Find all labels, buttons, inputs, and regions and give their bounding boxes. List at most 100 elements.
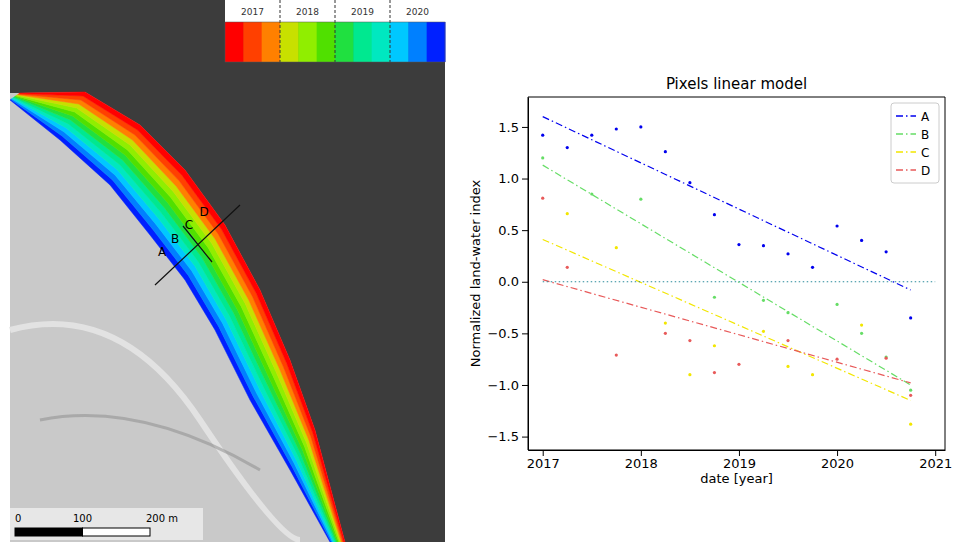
tick: 0.5 bbox=[498, 223, 528, 238]
colorbar-label: 2020 bbox=[406, 7, 429, 17]
tick-label: 2021 bbox=[919, 456, 952, 471]
colorbar-cell bbox=[225, 22, 244, 62]
data-point bbox=[566, 266, 569, 269]
profile-label: C bbox=[185, 218, 193, 232]
colorbar-cell bbox=[353, 22, 372, 62]
frame bbox=[945, 97, 946, 450]
legend-swatch bbox=[896, 115, 916, 117]
tick-mark bbox=[522, 385, 528, 386]
land bbox=[10, 0, 445, 542]
data-point bbox=[664, 332, 667, 335]
tick-mark bbox=[641, 450, 642, 456]
sea bbox=[10, 0, 445, 542]
colorbar-cell bbox=[390, 22, 409, 62]
profile-line bbox=[155, 205, 240, 285]
data-point bbox=[713, 344, 716, 347]
data-point bbox=[885, 357, 888, 360]
data-point bbox=[762, 244, 765, 247]
data-point bbox=[909, 423, 912, 426]
data-point bbox=[737, 363, 740, 366]
profile-label: D bbox=[199, 205, 208, 219]
tick-label: −1.5 bbox=[487, 429, 519, 444]
tick-mark bbox=[522, 127, 528, 128]
data-point bbox=[786, 365, 789, 368]
data-point bbox=[909, 389, 912, 392]
colorbar-cell bbox=[280, 22, 299, 62]
data-point bbox=[566, 212, 569, 215]
tick: 2019 bbox=[723, 450, 756, 471]
change-band bbox=[18, 94, 343, 542]
colorbar-cell bbox=[243, 22, 262, 62]
scale-bar-ground bbox=[8, 508, 203, 540]
colorbar-label: 2018 bbox=[296, 7, 319, 17]
data-point bbox=[811, 373, 814, 376]
profile-label: A bbox=[158, 245, 167, 259]
tick-label: 1.0 bbox=[498, 171, 519, 186]
data-point bbox=[566, 146, 569, 149]
colorbar-cell bbox=[317, 22, 336, 62]
data-point bbox=[860, 332, 863, 335]
data-point bbox=[664, 150, 667, 153]
change-band bbox=[19, 92, 345, 542]
frame bbox=[528, 97, 529, 450]
data-point bbox=[909, 394, 912, 397]
legend-label: B bbox=[921, 128, 929, 142]
change-band bbox=[18, 94, 343, 542]
data-point bbox=[860, 324, 863, 327]
data-point bbox=[639, 125, 642, 128]
tick-label: 0.5 bbox=[498, 223, 519, 238]
change-band bbox=[17, 95, 342, 542]
colorbar-cell bbox=[408, 22, 427, 62]
data-point bbox=[835, 358, 838, 361]
tick: 2018 bbox=[625, 450, 658, 471]
legend-swatch bbox=[896, 151, 916, 153]
tick-label: 2018 bbox=[625, 456, 658, 471]
data-point bbox=[639, 198, 642, 201]
frame bbox=[528, 450, 945, 451]
data-point bbox=[713, 371, 716, 374]
data-point bbox=[737, 243, 740, 246]
data-point bbox=[688, 181, 691, 184]
legend-swatch bbox=[896, 133, 916, 135]
colorbar-cell bbox=[262, 22, 281, 62]
data-point bbox=[688, 339, 691, 342]
change-band bbox=[16, 95, 340, 542]
axis-line bbox=[529, 450, 946, 451]
y-axis: −1.5−1.0−0.50.00.51.01.5 bbox=[487, 98, 528, 451]
series-line bbox=[543, 281, 935, 282]
legend-swatch bbox=[896, 169, 916, 171]
data-point bbox=[688, 373, 691, 376]
legend-label: A bbox=[921, 110, 930, 124]
figure: ABCD20172018201920200100200 m20172018201… bbox=[0, 0, 960, 542]
frame bbox=[528, 97, 945, 98]
tick: 2021 bbox=[919, 450, 952, 471]
x-axis-title: date [year] bbox=[700, 471, 773, 486]
colorbar-cell bbox=[298, 22, 317, 62]
data-point bbox=[541, 197, 544, 200]
tick-label: 2017 bbox=[527, 456, 560, 471]
scale-bar-segment bbox=[83, 528, 151, 536]
tick-mark bbox=[935, 450, 936, 456]
data-point bbox=[762, 330, 765, 333]
tick-label: 2020 bbox=[821, 456, 854, 471]
tick: 1.5 bbox=[498, 120, 528, 135]
tick-mark bbox=[837, 450, 838, 456]
tick-label: 1.5 bbox=[498, 120, 519, 135]
colorbar-cell bbox=[335, 22, 354, 62]
legend-label: D bbox=[921, 164, 930, 178]
data-point bbox=[664, 321, 667, 324]
scale-bar-label: 0 bbox=[15, 513, 21, 524]
colorbar-boundary bbox=[280, 0, 281, 62]
scale-bar-segment bbox=[15, 528, 83, 536]
tick: 2017 bbox=[527, 450, 560, 471]
plot-area bbox=[541, 117, 935, 426]
axis-line bbox=[528, 98, 529, 451]
data-point bbox=[909, 316, 912, 319]
land-feature bbox=[40, 416, 260, 470]
data-point bbox=[860, 239, 863, 242]
scale-bar-label: 100 bbox=[73, 513, 92, 524]
x-axis: 2017 2018 2019 2020 2021 bbox=[527, 450, 953, 471]
data-point bbox=[713, 296, 716, 299]
data-point bbox=[786, 311, 789, 314]
data-point bbox=[615, 127, 618, 130]
